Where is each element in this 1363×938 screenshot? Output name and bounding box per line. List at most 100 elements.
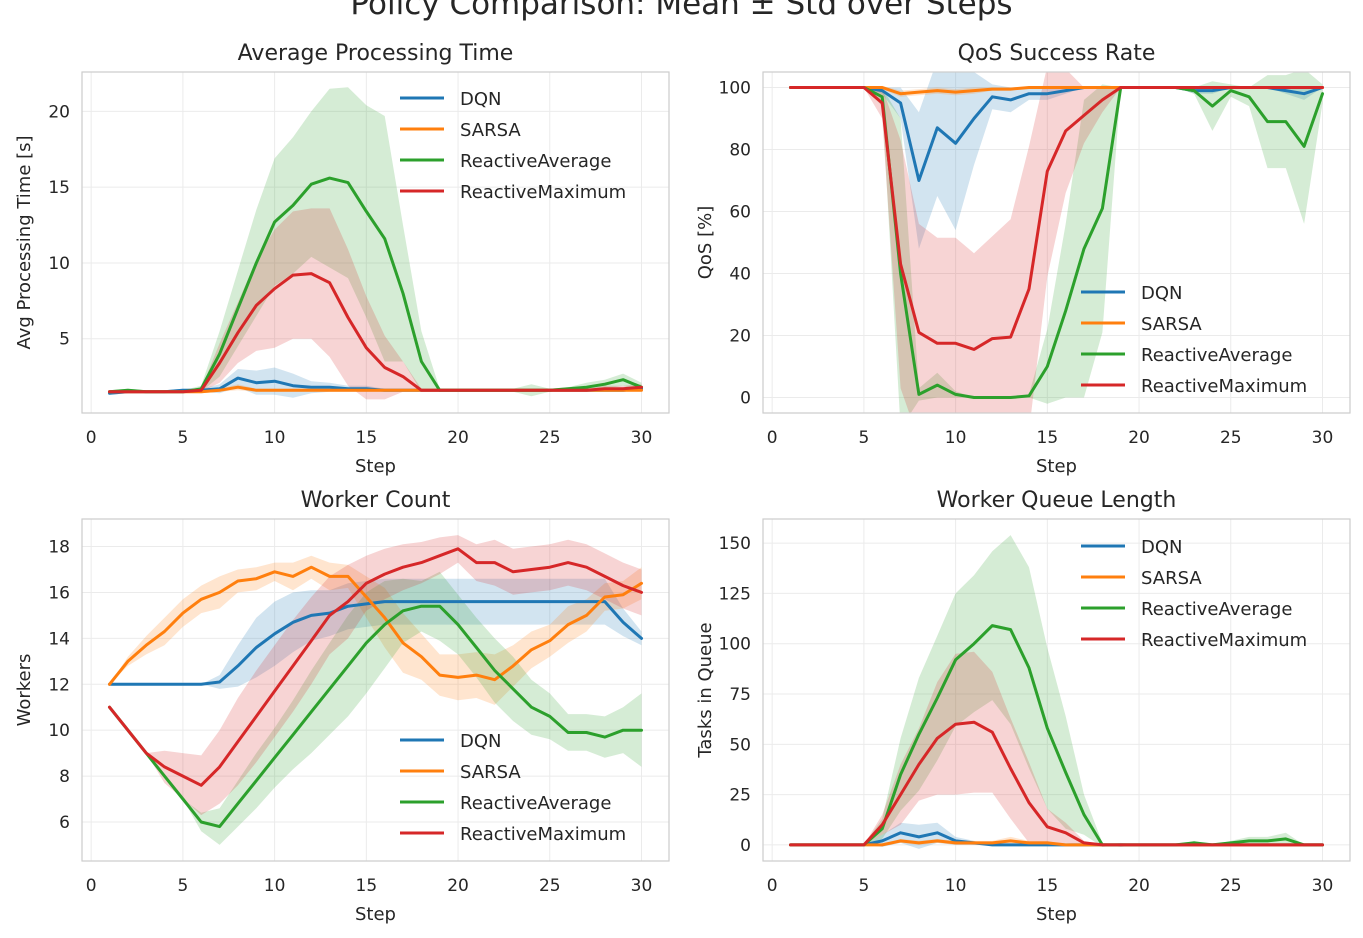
legend-label-reactivemaximum: ReactiveMaximum (460, 824, 626, 845)
x-tick-label: 25 (539, 876, 561, 896)
x-tick-label: 25 (1220, 428, 1242, 448)
y-tick-label: 80 (729, 141, 751, 161)
std-band-dqn (790, 72, 1323, 249)
legend-label-sarsa: SARSA (460, 120, 521, 141)
y-tick-label: 14 (48, 629, 70, 649)
series-line-reactivemaximum (789, 86, 1324, 351)
plot-area (789, 72, 1324, 413)
std-band-reactiveaverage (790, 535, 1323, 847)
subplot-title: Worker Queue Length (937, 488, 1177, 513)
series-line-reactivemaximum (789, 720, 1324, 847)
legend: DQN SARSA ReactiveAverage ReactiveMaximum (1081, 537, 1307, 651)
x-tick-label: 0 (767, 876, 778, 896)
plot-area (108, 535, 643, 845)
series-line-reactivemaximum (108, 547, 643, 787)
legend-label-dqn: DQN (460, 89, 502, 110)
plot-area (108, 87, 643, 400)
legend-label-reactiveaverage: ReactiveAverage (1141, 599, 1292, 620)
x-tick-label: 5 (858, 428, 869, 448)
y-axis-label: Workers (14, 654, 35, 727)
std-band-reactivemaximum (109, 208, 642, 400)
x-axis-label: Step (1036, 904, 1077, 925)
y-tick-label: 20 (729, 327, 751, 347)
legend-label-sarsa: SARSA (1141, 314, 1202, 335)
y-tick-label: 60 (729, 203, 751, 223)
legend: DQN SARSA ReactiveAverage ReactiveMaximum (400, 731, 626, 845)
std-band-reactivemaximum (790, 72, 1323, 413)
plot-area (789, 535, 1324, 849)
y-tick-label: 10 (48, 721, 70, 741)
x-tick-label: 0 (86, 428, 97, 448)
y-tick-label: 75 (729, 685, 751, 705)
x-axis-label: Step (355, 456, 396, 477)
x-tick-label: 15 (1037, 876, 1059, 896)
axes-frame (81, 518, 670, 862)
y-tick-label: 40 (729, 265, 751, 285)
subplot-average-processing-time: 0 5 10 15 20 25 30 5 10 15 20 Average Processing Ti… (14, 41, 670, 477)
std-band-reactiveaverage (109, 571, 642, 845)
std-band-reactivemaximum (109, 535, 642, 816)
legend-label-sarsa: SARSA (1141, 568, 1202, 589)
figure-title: Policy Comparison: Mean ± Std over Steps (350, 0, 1013, 22)
subplot-worker-count: 0 5 10 15 20 25 30 6 8 10 12 14 16 18 Worker Count Step… (14, 488, 670, 925)
legend: DQN SARSA ReactiveAverage ReactiveMaximum (400, 89, 626, 203)
axes-frame (762, 518, 1351, 862)
y-tick-label: 12 (48, 675, 70, 695)
y-tick-label: 20 (48, 102, 70, 122)
x-tick-label: 20 (1128, 428, 1150, 448)
axes-frame (81, 71, 670, 414)
subplot-title: Average Processing Time (238, 41, 514, 66)
subplot-qos-success-rate: 0 5 10 15 20 25 30 0 20 40 60 80 100 QoS Success Rate… (695, 41, 1351, 477)
x-tick-label: 20 (1128, 876, 1150, 896)
series-line-dqn (108, 600, 643, 686)
x-tick-label: 10 (945, 876, 967, 896)
x-tick-label: 20 (447, 876, 469, 896)
x-tick-label: 5 (177, 876, 188, 896)
series-line-sarsa (108, 565, 643, 686)
y-tick-label: 100 (719, 635, 751, 655)
y-tick-label: 25 (729, 786, 751, 806)
legend-label-reactiveaverage: ReactiveAverage (460, 793, 611, 814)
x-tick-label: 25 (539, 428, 561, 448)
x-tick-label: 10 (264, 876, 286, 896)
subplot-title: Worker Count (301, 488, 451, 513)
legend-label-reactivemaximum: ReactiveMaximum (1141, 376, 1307, 397)
x-tick-label: 30 (631, 428, 653, 448)
y-tick-label: 150 (719, 534, 751, 554)
legend-label-reactiveaverage: ReactiveAverage (1141, 345, 1292, 366)
x-tick-label: 5 (858, 876, 869, 896)
legend-label-dqn: DQN (1141, 537, 1183, 558)
y-tick-label: 8 (59, 767, 70, 787)
series-line-reactiveaverage (108, 604, 643, 829)
x-tick-label: 5 (177, 428, 188, 448)
legend-label-reactivemaximum: ReactiveMaximum (1141, 630, 1307, 651)
legend-label-reactiveaverage: ReactiveAverage (460, 151, 611, 172)
y-tick-label: 0 (740, 389, 751, 409)
axes-frame (762, 71, 1351, 414)
y-tick-label: 5 (59, 330, 70, 350)
y-tick-label: 100 (719, 79, 751, 99)
x-tick-label: 30 (1312, 428, 1334, 448)
x-tick-label: 0 (86, 876, 97, 896)
series-line-reactiveaverage (789, 624, 1324, 847)
x-tick-label: 0 (767, 428, 778, 448)
y-tick-label: 6 (59, 813, 70, 833)
x-axis-label: Step (355, 904, 396, 925)
x-tick-label: 20 (447, 428, 469, 448)
x-tick-label: 15 (1037, 428, 1059, 448)
subplot-worker-queue-length: 0 5 10 15 20 25 30 0 25 50 75 100 125 150 Worker Queue… (695, 488, 1351, 925)
y-tick-label: 18 (48, 538, 70, 558)
x-tick-label: 10 (945, 428, 967, 448)
subplot-title: QoS Success Rate (958, 41, 1156, 66)
y-tick-label: 10 (48, 254, 70, 274)
legend-label-reactivemaximum: ReactiveMaximum (460, 182, 626, 203)
x-tick-label: 25 (1220, 876, 1242, 896)
std-band-sarsa (790, 85, 1323, 97)
legend-label-dqn: DQN (1141, 283, 1183, 304)
x-tick-label: 15 (356, 428, 378, 448)
y-axis-label: Avg Processing Time [s] (14, 135, 35, 349)
y-axis-label: QoS [%] (695, 206, 716, 279)
std-band-reactiveaverage (109, 87, 642, 397)
x-axis-label: Step (1036, 456, 1077, 477)
y-tick-label: 50 (729, 735, 751, 755)
